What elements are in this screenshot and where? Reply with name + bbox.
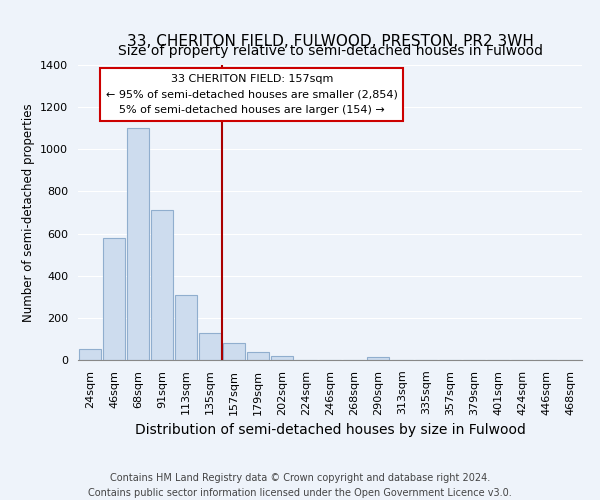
Bar [223, 343, 245, 360]
Text: Contains HM Land Registry data © Crown copyright and database right 2024.
Contai: Contains HM Land Registry data © Crown c… [88, 472, 512, 498]
Bar [151, 210, 173, 360]
Title: 33, CHERITON FIELD, FULWOOD, PRESTON, PR2 3WH: 33, CHERITON FIELD, FULWOOD, PRESTON, PR… [127, 34, 533, 48]
Bar [103, 238, 125, 360]
Y-axis label: Number of semi-detached properties: Number of semi-detached properties [22, 103, 35, 322]
Bar [127, 128, 149, 360]
Bar [199, 332, 221, 360]
Bar [175, 294, 197, 360]
Bar [367, 357, 389, 360]
Bar [271, 356, 293, 360]
Bar [247, 352, 269, 360]
Text: 33 CHERITON FIELD: 157sqm
← 95% of semi-detached houses are smaller (2,854)
5% o: 33 CHERITON FIELD: 157sqm ← 95% of semi-… [106, 74, 398, 115]
Text: Size of property relative to semi-detached houses in Fulwood: Size of property relative to semi-detach… [118, 44, 542, 58]
Bar [79, 350, 101, 360]
X-axis label: Distribution of semi-detached houses by size in Fulwood: Distribution of semi-detached houses by … [134, 423, 526, 437]
